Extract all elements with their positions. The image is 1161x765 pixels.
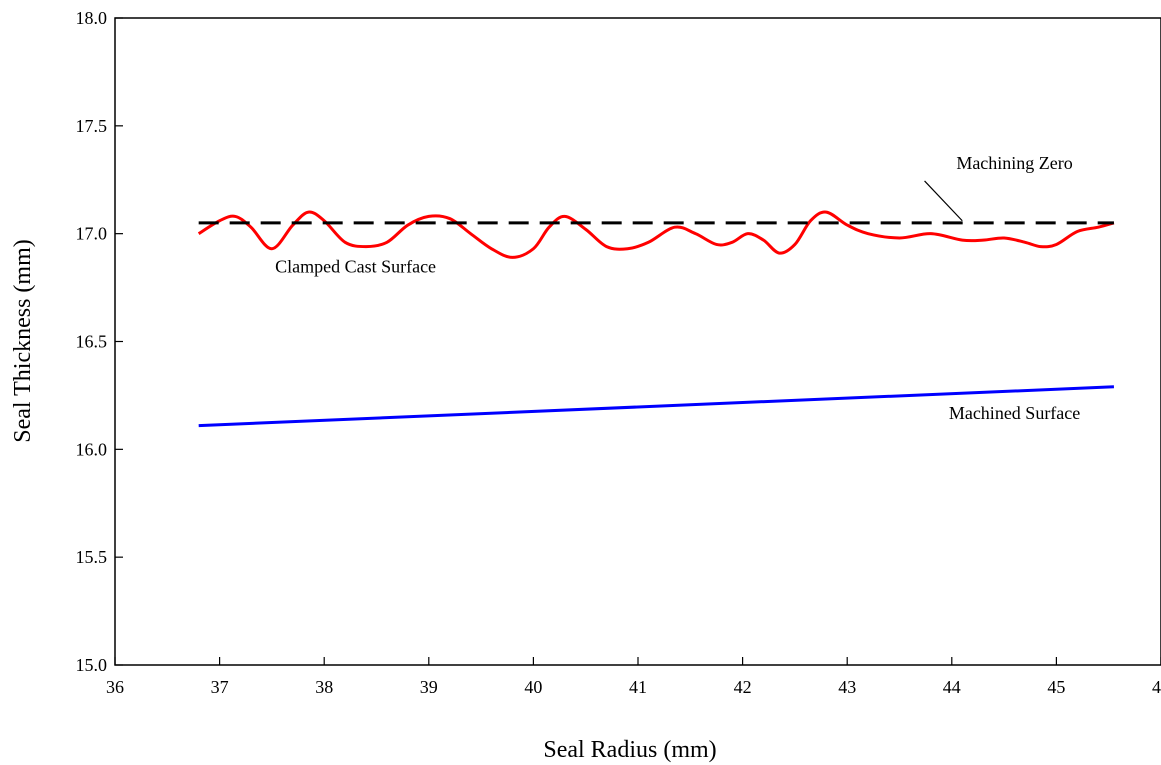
- y-tick-label: 15.5: [76, 547, 108, 567]
- x-tick-label: 43: [838, 677, 856, 697]
- x-tick-label: 41: [629, 677, 647, 697]
- x-tick-label: 46: [1152, 677, 1161, 697]
- y-tick-label: 18.0: [76, 8, 108, 28]
- x-axis: 36 37 38 39 40 41 42 43 44 45 46: [106, 657, 1161, 697]
- annotation-pointer: [924, 180, 963, 222]
- y-tick-label: 16.5: [76, 332, 108, 352]
- series-layer: [197, 210, 1115, 428]
- annotation-machined-surface: Machined Surface: [949, 403, 1080, 423]
- x-tick-label: 39: [420, 677, 438, 697]
- series-line-machined: [198, 385, 1114, 428]
- x-tick-label: 44: [943, 677, 961, 697]
- x-tick-label: 38: [315, 677, 333, 697]
- annotation-machining-zero: Machining Zero: [956, 153, 1072, 173]
- y-tick-label: 17.0: [76, 224, 108, 244]
- x-tick-label: 45: [1047, 677, 1065, 697]
- x-axis-title: Seal Radius (mm): [543, 737, 716, 763]
- annotation-clamped-cast-surface: Clamped Cast Surface: [275, 256, 436, 276]
- series-line-clamped-cast: [197, 210, 1115, 259]
- y-tick-label: 15.0: [76, 655, 108, 675]
- plot-area: [114, 17, 1161, 666]
- x-tick-label: 36: [106, 677, 124, 697]
- y-axis: 15.0 15.5 16.0 16.5 17.0 17.5 18.0: [76, 8, 123, 675]
- y-tick-label: 17.5: [76, 116, 108, 136]
- y-tick-label: 16.0: [76, 439, 108, 459]
- y-axis-title: Seal Thickness (mm): [10, 239, 36, 443]
- x-tick-label: 40: [524, 677, 542, 697]
- annotation-layer: Machining Zero Clamped Cast Surface Machin…: [275, 153, 1080, 423]
- x-tick-label: 37: [211, 677, 229, 697]
- x-tick-label: 42: [734, 677, 752, 697]
